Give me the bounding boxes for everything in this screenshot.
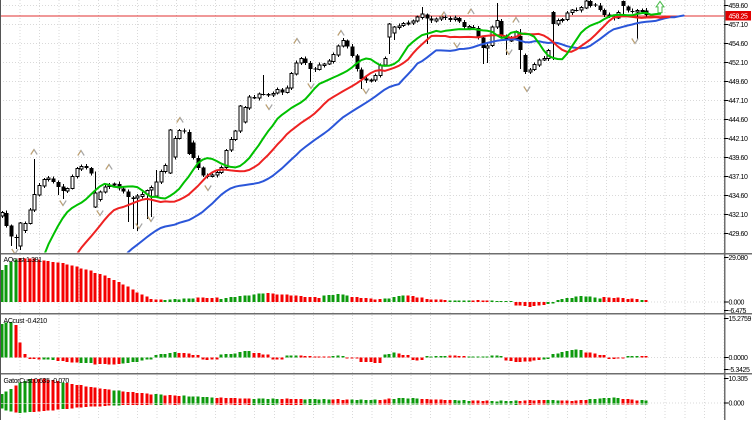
svg-text:432.10: 432.10 (729, 212, 749, 219)
svg-text:459.60: 459.60 (729, 3, 749, 10)
svg-text:AOcust 1.381: AOcust 1.381 (4, 257, 43, 264)
svg-text:GatorCust 0.635 -0.070: GatorCust 0.635 -0.070 (4, 378, 70, 385)
svg-text:444.60: 444.60 (729, 117, 749, 124)
svg-text:457.10: 457.10 (729, 22, 749, 29)
svg-text:458.25: 458.25 (729, 14, 749, 21)
svg-text:429.60: 429.60 (729, 231, 749, 238)
svg-text:10.305: 10.305 (729, 376, 749, 383)
svg-text:442.10: 442.10 (729, 136, 749, 143)
svg-text:29.080: 29.080 (729, 255, 749, 262)
svg-text:ACcust -0.4210: ACcust -0.4210 (4, 318, 48, 325)
svg-text:434.60: 434.60 (729, 193, 749, 200)
svg-text:439.60: 439.60 (729, 155, 749, 162)
svg-text:-5.3425: -5.3425 (729, 367, 750, 374)
svg-text:437.10: 437.10 (729, 174, 749, 181)
svg-text:15.2759: 15.2759 (729, 316, 752, 323)
svg-text:454.60: 454.60 (729, 41, 749, 48)
svg-text:447.10: 447.10 (729, 98, 749, 105)
svg-text:0.0000: 0.0000 (729, 355, 749, 362)
svg-text:449.60: 449.60 (729, 79, 749, 86)
svg-text:-6.475: -6.475 (729, 308, 747, 315)
svg-text:0.000: 0.000 (729, 401, 745, 408)
svg-text:0.000: 0.000 (729, 300, 745, 307)
svg-text:452.10: 452.10 (729, 60, 749, 67)
